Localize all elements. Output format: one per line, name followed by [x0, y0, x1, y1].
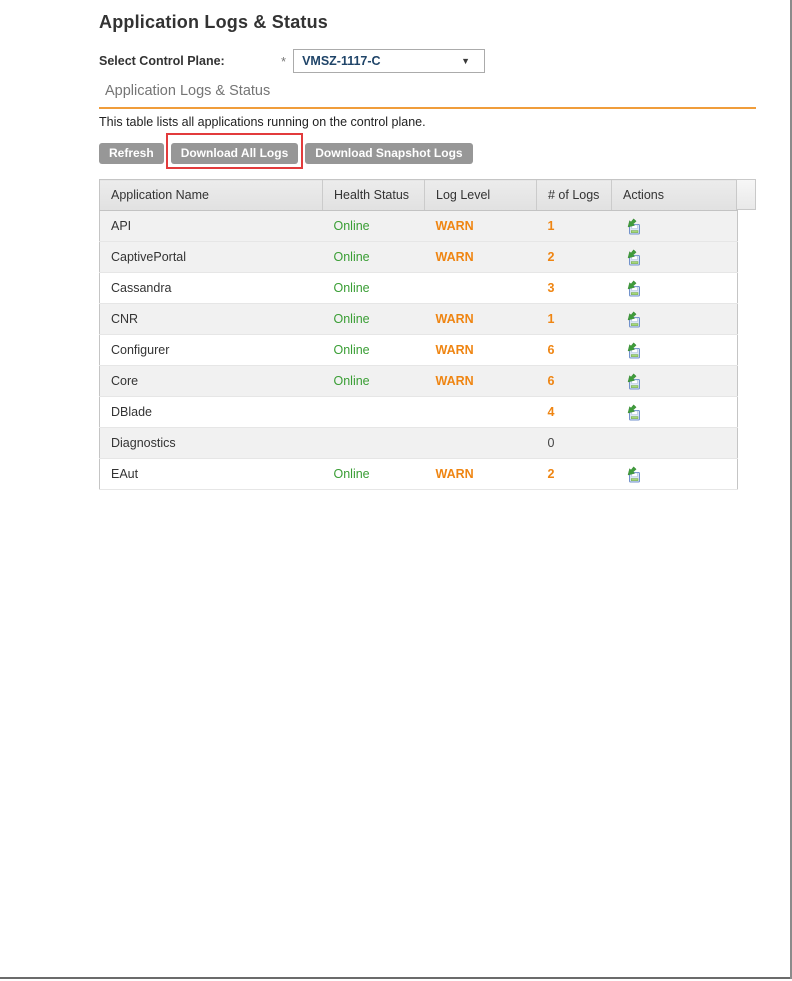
- health-status-cell: Online: [322, 210, 425, 242]
- highlight-box: Download All Logs: [165, 132, 304, 169]
- log-level-cell: WARN: [424, 241, 537, 273]
- application-name-cell: CNR: [99, 303, 323, 335]
- table-row: DBlade 4: [99, 396, 738, 428]
- required-marker: *: [281, 53, 287, 69]
- section-header: Application Logs & Status: [99, 82, 756, 109]
- page-content: Application Logs & Status Select Control…: [0, 0, 792, 490]
- actions-cell: [611, 334, 738, 366]
- application-name-cell: Configurer: [99, 334, 323, 366]
- actions-cell: [611, 272, 738, 304]
- table-description: This table lists all applications runnin…: [99, 115, 426, 129]
- log-level-cell: WARN: [424, 303, 537, 335]
- log-count-cell: 1: [536, 303, 612, 335]
- actions-cell: [611, 210, 738, 242]
- toolbar: Refresh Download All Logs Download Snaps…: [99, 132, 792, 170]
- table-body: API Online WARN 1 CaptivePortal Online WARN 2 …: [99, 210, 738, 490]
- window-bottom-border: [0, 977, 792, 979]
- window-right-border: [790, 0, 792, 979]
- health-status-cell: Online: [322, 241, 425, 273]
- control-plane-selector-row: Select Control Plane: * VMSZ-1117-C ▼: [99, 49, 792, 73]
- log-level-cell: [424, 396, 537, 428]
- table-row: CNR Online WARN 1: [99, 303, 738, 335]
- application-name-cell: DBlade: [99, 396, 323, 428]
- download-log-icon[interactable]: [623, 280, 642, 297]
- actions-cell: [611, 458, 738, 490]
- application-logs-table: Application Name Health Status Log Level…: [99, 179, 792, 490]
- log-count-cell: 2: [536, 241, 612, 273]
- table-header-row: Application Name Health Status Log Level…: [99, 179, 738, 211]
- table-row: EAut Online WARN 2: [99, 458, 738, 490]
- select-control-plane-label: Select Control Plane:: [99, 54, 225, 68]
- scrollbar-spacer: [736, 179, 756, 210]
- table-row: API Online WARN 1: [99, 210, 738, 242]
- control-plane-dropdown[interactable]: VMSZ-1117-C ▼: [293, 49, 486, 73]
- application-name-cell: CaptivePortal: [99, 241, 323, 273]
- health-status-cell: Online: [322, 303, 425, 335]
- table-row: CaptivePortal Online WARN 2: [99, 241, 738, 273]
- log-count-cell: 4: [536, 396, 612, 428]
- log-level-cell: [424, 427, 537, 459]
- download-log-icon[interactable]: [623, 404, 642, 421]
- download-log-icon[interactable]: [623, 373, 642, 390]
- health-status-cell: Online: [322, 365, 425, 397]
- download-log-icon[interactable]: [623, 466, 642, 483]
- application-name-cell: Core: [99, 365, 323, 397]
- log-level-cell: WARN: [424, 210, 537, 242]
- table-row: Cassandra Online 3: [99, 272, 738, 304]
- log-level-cell: WARN: [424, 365, 537, 397]
- health-status-cell: [322, 427, 425, 459]
- health-status-cell: Online: [322, 272, 425, 304]
- column-header-num-logs[interactable]: # of Logs: [536, 179, 612, 211]
- actions-cell: [611, 396, 738, 428]
- download-log-icon[interactable]: [623, 218, 642, 235]
- application-name-cell: API: [99, 210, 323, 242]
- table-row: Configurer Online WARN 6: [99, 334, 738, 366]
- actions-cell: [611, 303, 738, 335]
- health-status-cell: Online: [322, 458, 425, 490]
- health-status-cell: Online: [322, 334, 425, 366]
- column-header-log-level[interactable]: Log Level: [424, 179, 537, 211]
- application-name-cell: EAut: [99, 458, 323, 490]
- download-log-icon[interactable]: [623, 342, 642, 359]
- log-count-cell: 3: [536, 272, 612, 304]
- control-plane-dropdown-value: VMSZ-1117-C: [302, 54, 381, 68]
- page-title: Application Logs & Status: [99, 12, 329, 32]
- column-header-application-name[interactable]: Application Name: [99, 179, 323, 211]
- log-level-cell: WARN: [424, 458, 537, 490]
- log-count-cell: 6: [536, 365, 612, 397]
- log-count-cell: 1: [536, 210, 612, 242]
- log-level-cell: WARN: [424, 334, 537, 366]
- column-header-health-status[interactable]: Health Status: [322, 179, 425, 211]
- download-log-icon[interactable]: [623, 249, 642, 266]
- download-snapshot-logs-button[interactable]: Download Snapshot Logs: [305, 142, 473, 164]
- column-header-actions[interactable]: Actions: [611, 179, 738, 211]
- section-title: Application Logs & Status: [105, 83, 271, 99]
- chevron-down-icon: ▼: [461, 56, 471, 66]
- actions-cell: [611, 427, 738, 459]
- log-level-cell: [424, 272, 537, 304]
- download-all-logs-button[interactable]: Download All Logs: [170, 142, 299, 164]
- log-count-cell: 2: [536, 458, 612, 490]
- application-name-cell: Diagnostics: [99, 427, 323, 459]
- health-status-cell: [322, 396, 425, 428]
- actions-cell: [611, 241, 738, 273]
- refresh-button[interactable]: Refresh: [99, 142, 164, 164]
- table-row: Core Online WARN 6: [99, 365, 738, 397]
- actions-cell: [611, 365, 738, 397]
- log-count-cell: 0: [536, 427, 612, 459]
- table-row: Diagnostics 0: [99, 427, 738, 459]
- application-name-cell: Cassandra: [99, 272, 323, 304]
- log-count-cell: 6: [536, 334, 612, 366]
- download-log-icon[interactable]: [623, 311, 642, 328]
